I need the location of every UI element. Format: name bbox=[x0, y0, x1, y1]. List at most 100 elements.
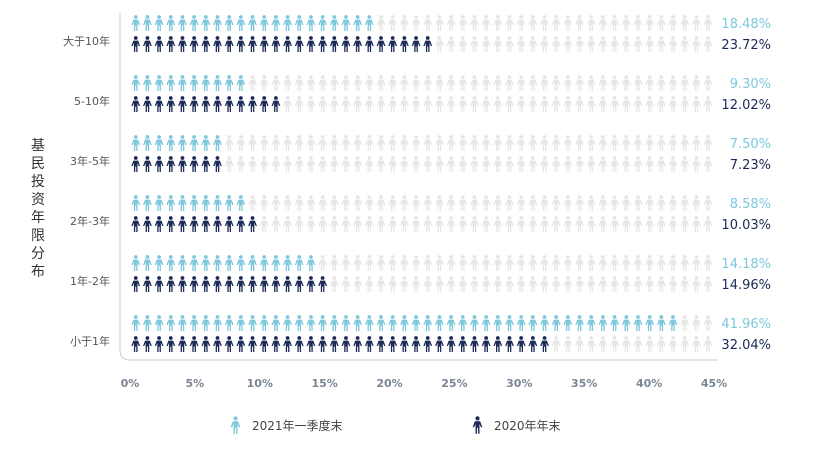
background-icon bbox=[446, 156, 456, 172]
data-icon bbox=[178, 135, 187, 151]
background-icon bbox=[271, 135, 281, 151]
data-icon bbox=[178, 75, 187, 91]
background-icon bbox=[376, 216, 386, 232]
background-icon bbox=[364, 195, 374, 211]
background-icon bbox=[458, 276, 468, 292]
background-icon bbox=[633, 36, 643, 52]
background-icon bbox=[341, 276, 351, 292]
data-icon bbox=[178, 195, 187, 211]
data-icon bbox=[154, 36, 164, 52]
data-icon bbox=[575, 315, 584, 331]
data-icon bbox=[259, 336, 269, 352]
data-icon bbox=[224, 255, 234, 271]
background-icon bbox=[248, 195, 257, 211]
background-icon bbox=[691, 156, 701, 172]
background-icon bbox=[621, 75, 631, 91]
x-tick-label: 40% bbox=[636, 377, 662, 390]
background-icon bbox=[540, 195, 549, 211]
background-icon bbox=[411, 276, 421, 292]
background-icon bbox=[329, 216, 339, 232]
data-icon bbox=[201, 36, 211, 52]
background-icon bbox=[586, 216, 596, 232]
background-icon bbox=[446, 135, 456, 151]
background-icon bbox=[703, 15, 713, 31]
background-icon bbox=[551, 156, 561, 172]
data-icon bbox=[411, 36, 421, 52]
data-icon bbox=[318, 315, 328, 331]
background-icon bbox=[668, 96, 678, 112]
background-icon bbox=[283, 96, 292, 112]
background-icon bbox=[411, 195, 421, 211]
background-icon bbox=[621, 135, 631, 151]
value-label: 12.02% bbox=[721, 98, 771, 113]
background-icon bbox=[364, 96, 374, 112]
data-icon bbox=[154, 276, 164, 292]
value-label: 18.48% bbox=[721, 17, 771, 32]
background-icon bbox=[505, 36, 514, 52]
background-icon bbox=[423, 15, 433, 31]
data-icon bbox=[259, 96, 269, 112]
background-icon bbox=[236, 156, 246, 172]
background-icon bbox=[435, 216, 444, 232]
data-icon bbox=[224, 195, 234, 211]
data-icon bbox=[376, 36, 386, 52]
background-icon bbox=[586, 195, 596, 211]
background-icon bbox=[493, 216, 503, 232]
background-icon bbox=[610, 96, 620, 112]
data-icon bbox=[166, 315, 176, 331]
background-icon bbox=[435, 36, 444, 52]
category-label: 3年-5年 bbox=[70, 154, 110, 168]
background-icon bbox=[703, 75, 713, 91]
legend: 2021年一季度末 2020年年末 bbox=[230, 416, 561, 434]
background-icon bbox=[575, 216, 584, 232]
background-icon bbox=[458, 156, 468, 172]
background-icon bbox=[610, 336, 620, 352]
data-icon bbox=[306, 36, 316, 52]
icon-row bbox=[131, 96, 713, 112]
background-icon bbox=[516, 75, 526, 91]
background-icon bbox=[551, 216, 561, 232]
background-icon bbox=[610, 216, 620, 232]
background-icon bbox=[329, 255, 339, 271]
background-icon bbox=[668, 195, 678, 211]
data-icon bbox=[236, 315, 246, 331]
background-icon bbox=[703, 276, 713, 292]
data-icon bbox=[364, 15, 374, 31]
data-icon bbox=[236, 75, 246, 91]
background-icon bbox=[294, 135, 304, 151]
background-icon bbox=[575, 36, 584, 52]
data-icon bbox=[259, 315, 269, 331]
data-icon bbox=[341, 36, 351, 52]
background-icon bbox=[680, 216, 690, 232]
background-icon bbox=[540, 135, 549, 151]
data-icon bbox=[213, 36, 222, 52]
background-icon bbox=[656, 156, 666, 172]
data-icon bbox=[341, 336, 351, 352]
background-icon bbox=[318, 96, 328, 112]
data-icon bbox=[213, 15, 222, 31]
value-label: 23.72% bbox=[721, 38, 771, 53]
data-icon bbox=[493, 315, 503, 331]
data-icon bbox=[154, 216, 164, 232]
data-icon bbox=[224, 36, 234, 52]
background-icon bbox=[551, 255, 561, 271]
data-icon bbox=[154, 255, 164, 271]
data-icon bbox=[248, 336, 257, 352]
background-icon bbox=[376, 135, 386, 151]
value-label: 9.30% bbox=[730, 77, 771, 92]
data-icon bbox=[178, 255, 187, 271]
background-icon bbox=[598, 15, 608, 31]
data-icon bbox=[143, 15, 152, 31]
background-icon bbox=[680, 75, 690, 91]
background-icon bbox=[563, 75, 573, 91]
data-icon bbox=[283, 36, 292, 52]
data-icon bbox=[458, 336, 468, 352]
background-icon bbox=[470, 15, 479, 31]
data-icon bbox=[259, 276, 269, 292]
background-icon bbox=[318, 75, 328, 91]
data-icon bbox=[236, 36, 246, 52]
background-icon bbox=[586, 255, 596, 271]
background-icon bbox=[353, 75, 363, 91]
data-icon bbox=[283, 315, 292, 331]
background-icon bbox=[540, 75, 549, 91]
